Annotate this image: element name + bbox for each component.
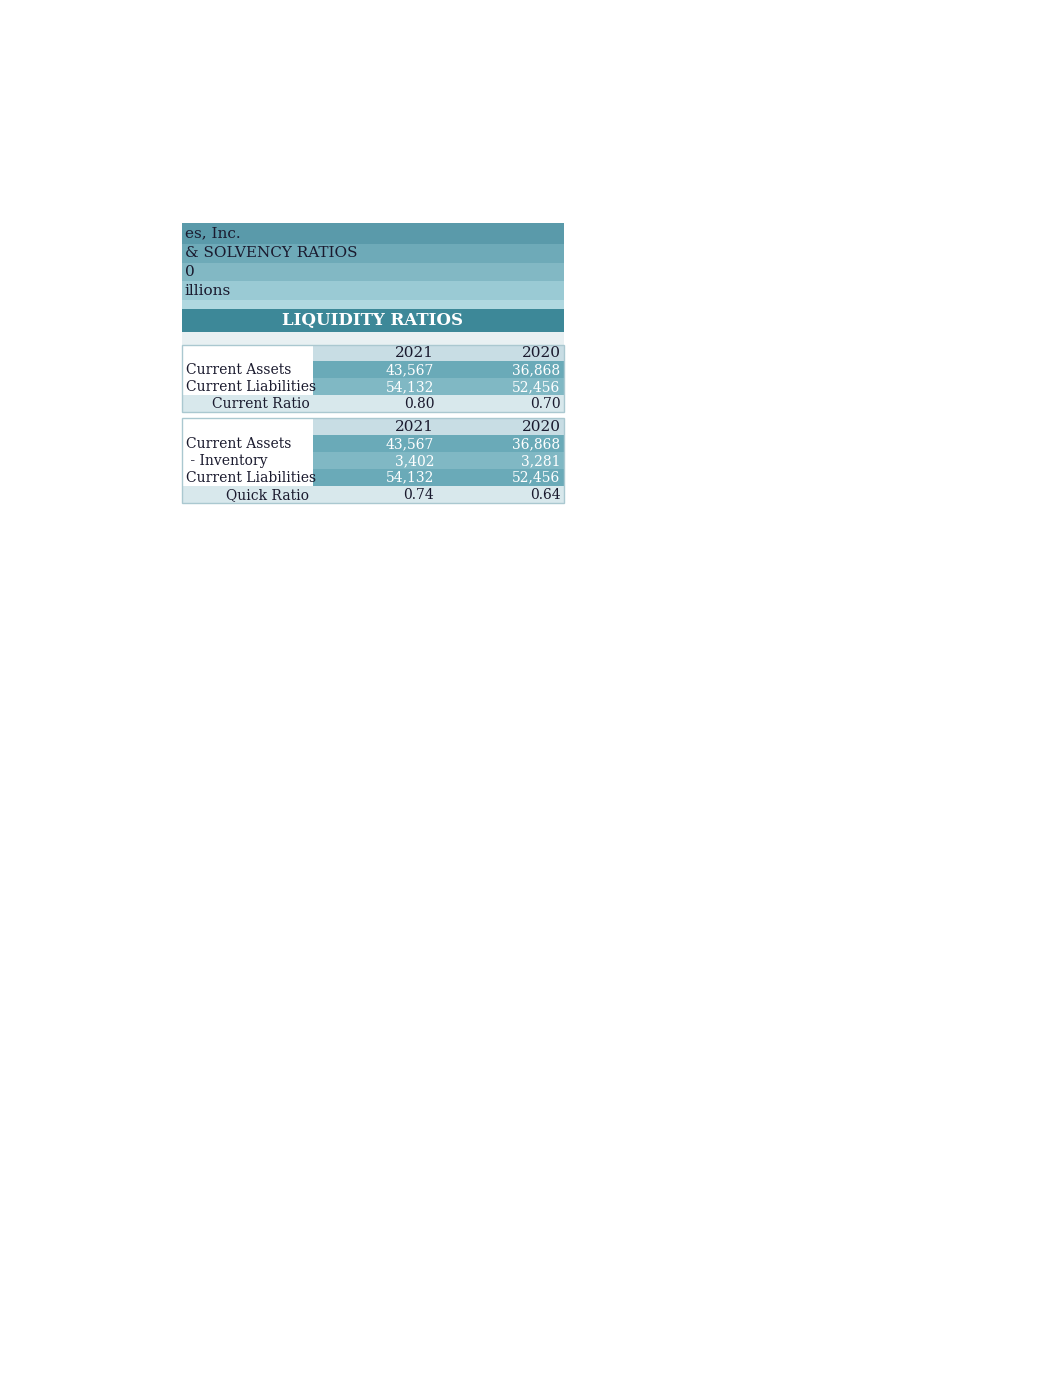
FancyBboxPatch shape bbox=[182, 244, 564, 263]
FancyBboxPatch shape bbox=[384, 418, 439, 435]
FancyBboxPatch shape bbox=[439, 378, 564, 395]
FancyBboxPatch shape bbox=[439, 418, 510, 435]
Text: 43,567: 43,567 bbox=[386, 436, 434, 451]
Text: 3,281: 3,281 bbox=[521, 454, 561, 468]
Text: - Inventory: - Inventory bbox=[186, 454, 268, 468]
FancyBboxPatch shape bbox=[182, 418, 564, 504]
Text: Current Assets: Current Assets bbox=[186, 436, 292, 451]
FancyBboxPatch shape bbox=[182, 395, 564, 413]
Text: 43,567: 43,567 bbox=[386, 363, 434, 377]
FancyBboxPatch shape bbox=[182, 223, 564, 244]
Text: illions: illions bbox=[185, 283, 230, 297]
FancyBboxPatch shape bbox=[182, 300, 564, 310]
Text: 54,132: 54,132 bbox=[386, 380, 434, 394]
FancyBboxPatch shape bbox=[439, 362, 564, 378]
FancyBboxPatch shape bbox=[182, 281, 564, 300]
FancyBboxPatch shape bbox=[313, 344, 384, 362]
FancyBboxPatch shape bbox=[439, 344, 510, 362]
FancyBboxPatch shape bbox=[182, 413, 564, 418]
Text: 2021: 2021 bbox=[395, 345, 434, 361]
FancyBboxPatch shape bbox=[439, 435, 564, 453]
FancyBboxPatch shape bbox=[313, 453, 439, 469]
FancyBboxPatch shape bbox=[182, 378, 313, 395]
Text: 0.70: 0.70 bbox=[530, 396, 561, 411]
FancyBboxPatch shape bbox=[313, 435, 439, 453]
FancyBboxPatch shape bbox=[182, 469, 313, 486]
Text: Current Ratio: Current Ratio bbox=[211, 396, 309, 411]
Text: 2020: 2020 bbox=[521, 345, 561, 361]
Text: 36,868: 36,868 bbox=[513, 363, 561, 377]
Text: 0.64: 0.64 bbox=[530, 487, 561, 502]
FancyBboxPatch shape bbox=[182, 418, 313, 435]
FancyBboxPatch shape bbox=[133, 165, 956, 1225]
Text: Current Liabilities: Current Liabilities bbox=[186, 380, 316, 394]
FancyBboxPatch shape bbox=[384, 344, 439, 362]
Text: Current Assets: Current Assets bbox=[186, 363, 292, 377]
FancyBboxPatch shape bbox=[182, 344, 313, 362]
Text: 0.74: 0.74 bbox=[404, 487, 434, 502]
Text: Current Liabilities: Current Liabilities bbox=[186, 471, 316, 484]
Text: LIQUIDITY RATIOS: LIQUIDITY RATIOS bbox=[282, 312, 463, 329]
Text: 3,402: 3,402 bbox=[395, 454, 434, 468]
FancyBboxPatch shape bbox=[313, 418, 384, 435]
FancyBboxPatch shape bbox=[182, 362, 313, 378]
Text: 0: 0 bbox=[185, 266, 194, 279]
FancyBboxPatch shape bbox=[313, 362, 439, 378]
Text: 52,456: 52,456 bbox=[512, 471, 561, 484]
FancyBboxPatch shape bbox=[182, 332, 564, 344]
Text: 2020: 2020 bbox=[521, 420, 561, 433]
FancyBboxPatch shape bbox=[182, 486, 564, 504]
FancyBboxPatch shape bbox=[313, 378, 439, 395]
Text: & SOLVENCY RATIOS: & SOLVENCY RATIOS bbox=[185, 246, 357, 260]
Text: 0.80: 0.80 bbox=[404, 396, 434, 411]
FancyBboxPatch shape bbox=[313, 469, 439, 486]
FancyBboxPatch shape bbox=[510, 418, 564, 435]
FancyBboxPatch shape bbox=[439, 453, 564, 469]
FancyBboxPatch shape bbox=[182, 310, 564, 332]
FancyBboxPatch shape bbox=[182, 453, 313, 469]
FancyBboxPatch shape bbox=[182, 263, 564, 281]
FancyBboxPatch shape bbox=[510, 344, 564, 362]
FancyBboxPatch shape bbox=[439, 469, 564, 486]
Text: es, Inc.: es, Inc. bbox=[185, 226, 240, 241]
Text: 54,132: 54,132 bbox=[386, 471, 434, 484]
FancyBboxPatch shape bbox=[182, 344, 564, 413]
Text: 52,456: 52,456 bbox=[512, 380, 561, 394]
Text: 2021: 2021 bbox=[395, 420, 434, 433]
Text: 36,868: 36,868 bbox=[513, 436, 561, 451]
Text: Quick Ratio: Quick Ratio bbox=[226, 487, 309, 502]
FancyBboxPatch shape bbox=[182, 435, 313, 453]
